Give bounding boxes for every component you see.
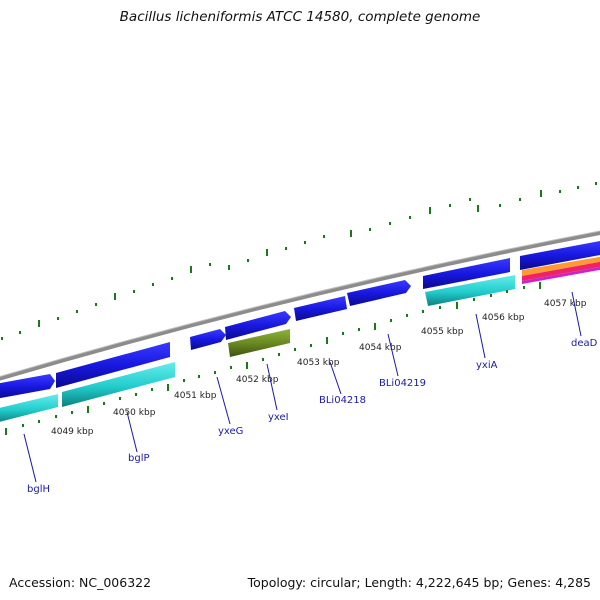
genome-summary: Topology: circular; Length: 4,222,645 bp… bbox=[247, 575, 591, 590]
cds-feature bbox=[294, 296, 347, 321]
kbp-label: 4055 kbp bbox=[421, 327, 464, 337]
gene-label-yxeI[interactable]: yxeI bbox=[268, 412, 289, 423]
kbp-label: 4049 kbp bbox=[51, 427, 94, 437]
cds-feature bbox=[347, 280, 411, 306]
gene-label-bglP[interactable]: bglP bbox=[128, 453, 150, 464]
gene-label-bglH[interactable]: bglH bbox=[27, 484, 50, 495]
accession-label: Accession: NC_006322 bbox=[9, 575, 152, 590]
kbp-label: 4054 kbp bbox=[359, 343, 402, 353]
forward-strand-genes bbox=[0, 240, 600, 399]
kbp-label: 4052 kbp bbox=[236, 375, 279, 385]
cds-feature bbox=[190, 329, 226, 350]
cds-feature bbox=[225, 311, 291, 340]
cds-feature bbox=[0, 374, 55, 399]
inner-tick-ring bbox=[5, 282, 541, 435]
rna-feature-band bbox=[522, 256, 600, 284]
gene-label-yxiA[interactable]: yxiA bbox=[476, 360, 498, 371]
outer-tick-ring bbox=[1, 182, 597, 340]
kbp-label: 4051 kbp bbox=[174, 391, 217, 401]
gene-label-yxeG[interactable]: yxeG bbox=[218, 426, 243, 437]
kbp-label: 4056 kbp bbox=[482, 313, 525, 323]
gene-label-leaders bbox=[23, 291, 582, 483]
genome-backbone bbox=[0, 230, 600, 381]
gene-label-BLi04219[interactable]: BLi04219 bbox=[379, 378, 426, 389]
map-title: Bacillus licheniformis ATCC 14580, compl… bbox=[119, 9, 481, 25]
cds-feature bbox=[228, 329, 290, 357]
cds-feature bbox=[62, 362, 175, 407]
kbp-label: 4057 kbp bbox=[544, 299, 587, 309]
cds-feature bbox=[0, 394, 58, 422]
cds-feature bbox=[56, 342, 170, 388]
cds-feature bbox=[520, 240, 600, 270]
reverse-strand-genes bbox=[0, 275, 515, 422]
cds-feature bbox=[423, 258, 510, 289]
gene-label-deaD[interactable]: deaD bbox=[571, 338, 598, 349]
gene-label-BLi04218[interactable]: BLi04218 bbox=[319, 395, 366, 406]
cds-feature bbox=[425, 275, 515, 306]
kbp-label: 4053 kbp bbox=[297, 358, 340, 368]
kbp-label: 4050 kbp bbox=[113, 408, 156, 418]
